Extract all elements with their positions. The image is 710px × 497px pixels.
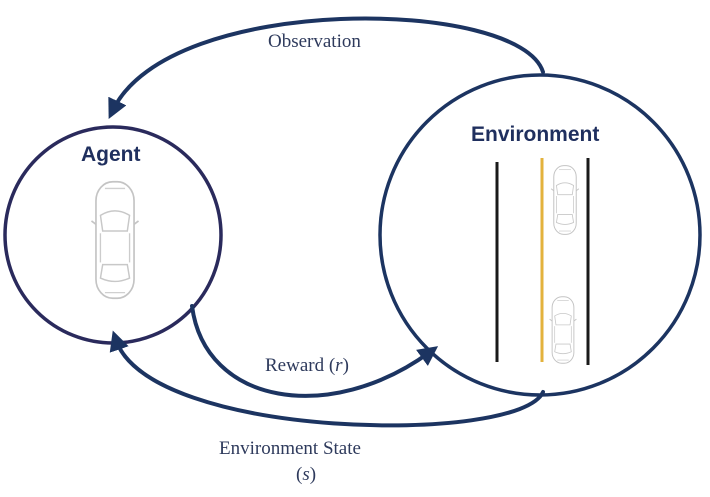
- environment-title: Environment: [471, 123, 600, 146]
- reward-label: Reward (r): [265, 355, 349, 377]
- car-top-view-icon: [90, 180, 140, 300]
- observation-label: Observation: [268, 31, 361, 52]
- state-symbol-open: (: [296, 464, 303, 485]
- environment-state-symbol: (s): [296, 464, 316, 486]
- car-top-view-icon: [549, 296, 577, 364]
- observation-arrow: [108, 16, 545, 119]
- agent-title: Agent: [81, 143, 141, 166]
- state-symbol: s: [302, 464, 310, 485]
- state-symbol-close: ): [309, 464, 317, 485]
- reward-label-prefix: Reward (: [265, 355, 336, 376]
- car-top-view-icon: [550, 165, 580, 235]
- environment-state-arrow: [109, 330, 545, 428]
- reward-label-suffix: ): [342, 355, 349, 376]
- reward-arrow: [190, 304, 439, 398]
- reward-symbol: r: [335, 355, 343, 376]
- environment-state-label: Environment State: [219, 438, 361, 459]
